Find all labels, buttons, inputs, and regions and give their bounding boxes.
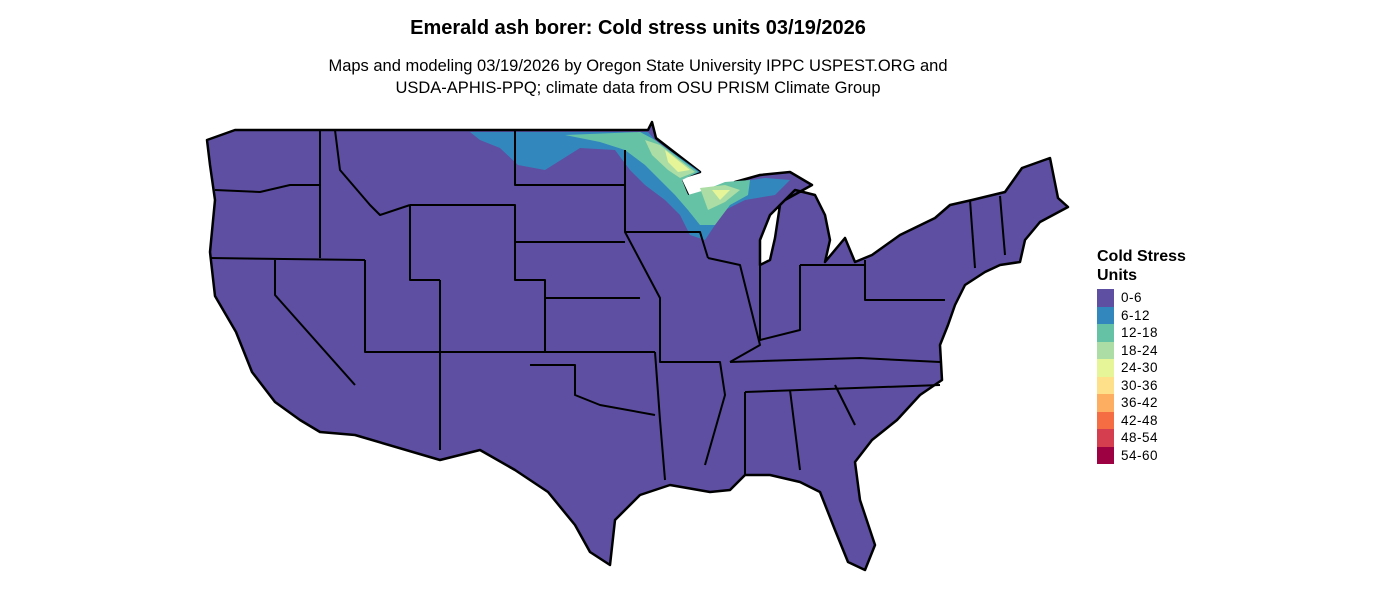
legend-swatch <box>1097 446 1114 464</box>
legend-items: 0-6 6-12 12-18 18-24 24-30 30-36 36-42 42-48 48-… <box>1097 289 1186 464</box>
conus-landmass <box>205 120 1070 572</box>
legend-label: 42-48 <box>1121 412 1159 428</box>
legend-item: 24-30 <box>1097 359 1186 377</box>
legend-label: 36-42 <box>1121 395 1159 411</box>
subtitle-line-1: Maps and modeling 03/19/2026 by Oregon S… <box>328 57 948 75</box>
legend-label: 54-60 <box>1121 447 1159 463</box>
legend-item: 12-18 <box>1097 324 1186 342</box>
legend-label: 0-6 <box>1121 290 1143 306</box>
legend-item: 48-54 <box>1097 429 1186 447</box>
map-subtitle: Maps and modeling 03/19/2026 by Oregon S… <box>0 55 1276 99</box>
legend-swatch <box>1097 359 1114 377</box>
legend-item: 42-48 <box>1097 411 1186 429</box>
legend-swatch <box>1097 376 1114 394</box>
stress-24-30 <box>665 150 730 200</box>
legend-swatch <box>1097 411 1114 429</box>
legend-swatch <box>1097 324 1114 342</box>
legend-title: Cold Stress Units <box>1097 247 1186 285</box>
legend-label: 6-12 <box>1121 307 1151 323</box>
legend-item: 54-60 <box>1097 446 1186 464</box>
legend-swatch <box>1097 429 1114 447</box>
legend-swatch <box>1097 341 1114 359</box>
subtitle-line-2: USDA-APHIS-PPQ; climate data from OSU PR… <box>395 79 881 97</box>
legend-item: 36-42 <box>1097 394 1186 412</box>
legend-label: 30-36 <box>1121 377 1159 393</box>
legend-swatch <box>1097 306 1114 324</box>
legend-item: 6-12 <box>1097 306 1186 324</box>
stress-12-18 <box>565 132 750 225</box>
state-borders <box>209 129 1006 481</box>
cold-stress-area <box>470 132 790 240</box>
legend-label: 48-54 <box>1121 430 1159 446</box>
legend-item: 18-24 <box>1097 341 1186 359</box>
legend-label: 18-24 <box>1121 342 1159 358</box>
legend-swatch <box>1097 394 1114 412</box>
legend-swatch <box>1097 289 1114 307</box>
legend-item: 30-36 <box>1097 376 1186 394</box>
legend: Cold Stress Units 0-6 6-12 12-18 18-24 24-30… <box>1097 247 1186 464</box>
map-title: Emerald ash borer: Cold stress units 03/… <box>410 17 866 39</box>
legend-title-line-2: Units <box>1097 267 1137 284</box>
legend-label: 24-30 <box>1121 360 1159 376</box>
legend-label: 12-18 <box>1121 325 1159 341</box>
legend-item: 0-6 <box>1097 289 1186 307</box>
legend-title-line-1: Cold Stress <box>1097 248 1186 265</box>
